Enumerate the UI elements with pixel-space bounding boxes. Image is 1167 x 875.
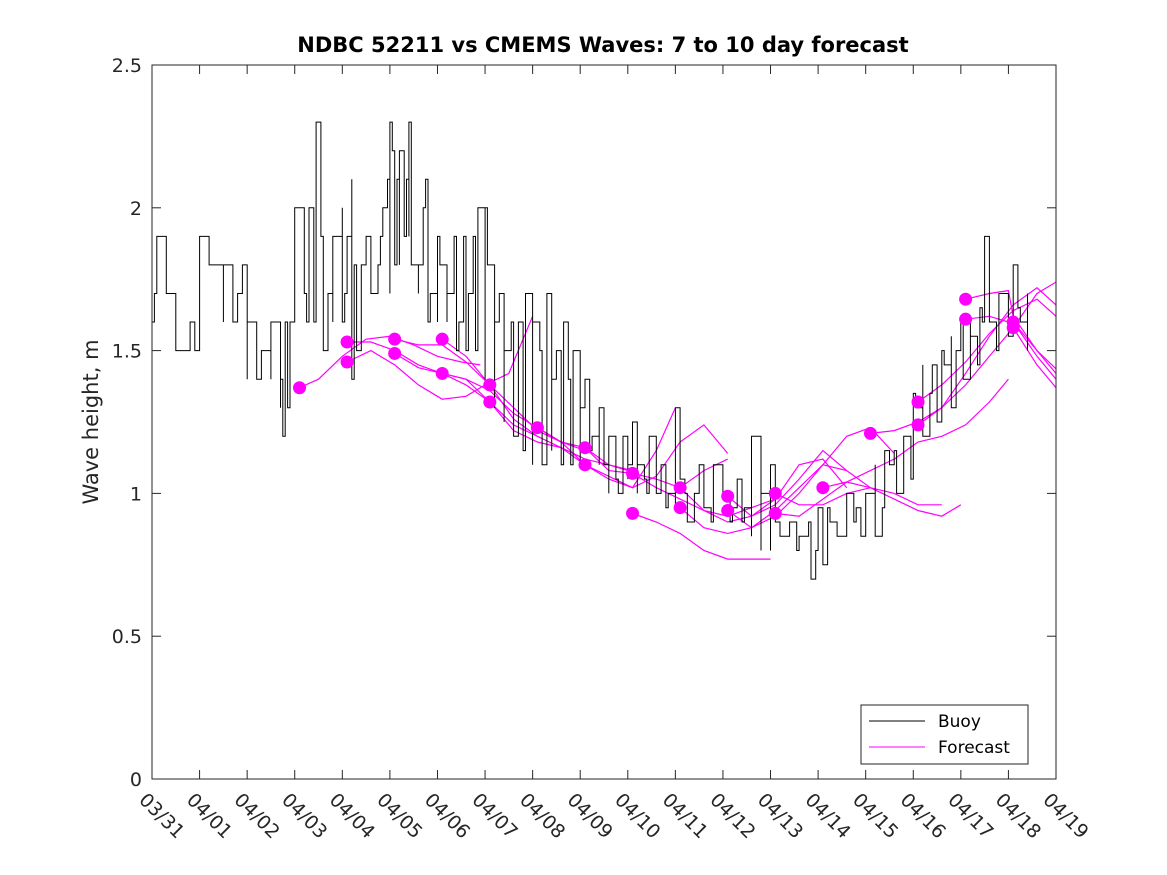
legend: Buoy Forecast — [860, 704, 1029, 765]
forecast-start-marker — [388, 346, 402, 360]
forecast-line — [822, 378, 1009, 489]
forecast-line — [775, 481, 962, 517]
forecast-start-marker — [959, 312, 973, 326]
forecast-line — [1012, 321, 1056, 370]
forecast-start-marker — [626, 466, 640, 480]
forecast-line — [632, 512, 771, 560]
legend-forecast-label: Forecast — [938, 738, 1010, 758]
forecast-start-marker — [721, 504, 735, 518]
forecast-line — [965, 315, 1056, 381]
forecast-start-marker — [721, 489, 735, 503]
forecast-start-marker — [435, 332, 449, 346]
forecast-line — [679, 464, 847, 535]
forecast-start-marker — [626, 506, 640, 520]
forecast-start-marker — [911, 418, 925, 432]
forecast-start-marker — [483, 395, 497, 409]
forecast-start-marker — [388, 332, 402, 346]
forecast-start-marker — [340, 355, 354, 369]
forecast-line — [775, 487, 942, 506]
y-tick-label: 2.5 — [112, 55, 142, 77]
forecast-start-marker — [1006, 321, 1020, 335]
y-tick-label: 0.5 — [112, 626, 142, 648]
y-tick-label: 1.5 — [112, 341, 142, 363]
buoy-line — [152, 121, 1028, 580]
forecast-start-marker — [530, 421, 544, 435]
forecast-start-marker — [435, 366, 449, 380]
forecast-start-marker — [340, 335, 354, 349]
forecast-start-marker — [768, 506, 782, 520]
forecast-start-marker — [673, 481, 687, 495]
y-axis-label: Wave height, m — [79, 339, 103, 504]
forecast-start-marker — [911, 395, 925, 409]
forecast-start-marker — [578, 458, 592, 472]
y-tick-label: 2 — [130, 198, 142, 220]
forecast-start-marker — [816, 481, 830, 495]
y-tick-label: 0 — [130, 769, 142, 791]
forecast-start-marker — [959, 292, 973, 306]
forecast-start-marker — [292, 381, 306, 395]
legend-box — [860, 704, 1029, 765]
forecast-line — [346, 316, 534, 400]
axes-box — [151, 64, 1057, 780]
forecast-line — [537, 424, 729, 489]
legend-buoy-label: Buoy — [938, 712, 981, 732]
forecast-line — [965, 289, 1056, 375]
forecast-start-marker — [483, 378, 497, 392]
forecast-start-marker — [768, 486, 782, 500]
forecast-line — [679, 458, 848, 523]
y-tick-label: 1 — [130, 483, 142, 505]
chart-title: NDBC 52211 vs CMEMS Waves: 7 to 10 day f… — [297, 33, 908, 57]
forecast-line — [1012, 327, 1056, 389]
forecast-start-marker — [673, 501, 687, 515]
forecast-start-marker — [578, 441, 592, 455]
forecast-line — [870, 281, 1056, 434]
series-layer — [152, 121, 1056, 580]
forecast-start-marker — [863, 426, 877, 440]
